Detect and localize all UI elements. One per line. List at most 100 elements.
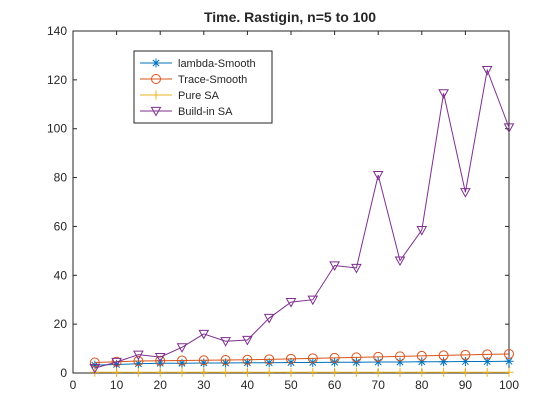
- y-tick-label: 140: [47, 24, 67, 38]
- data-point: [504, 367, 514, 377]
- data-point: [504, 348, 514, 359]
- data-point: [176, 343, 188, 353]
- data-point: [417, 367, 427, 377]
- data-point: [111, 357, 122, 368]
- data-point: [151, 74, 161, 84]
- data-point: [199, 367, 209, 377]
- y-tick-label: 0: [60, 366, 67, 380]
- data-point: [264, 354, 275, 365]
- data-point: [150, 106, 162, 117]
- data-point: [151, 90, 161, 100]
- series-lambda-smooth: [90, 356, 514, 370]
- series-pure-sa: [90, 367, 514, 377]
- data-point: [395, 357, 405, 367]
- legend-item: Build-in SA: [140, 106, 233, 118]
- data-point: [89, 357, 100, 368]
- x-tick-label: 100: [499, 378, 519, 392]
- data-point: [373, 367, 383, 377]
- data-point: [351, 367, 361, 377]
- data-point: [242, 354, 253, 365]
- series-trace-smooth: [89, 348, 514, 368]
- data-point: [394, 256, 406, 267]
- data-point: [351, 352, 362, 363]
- data-point: [198, 329, 210, 340]
- x-tick-label: 90: [459, 378, 473, 392]
- series-line: [94, 353, 510, 363]
- data-point: [177, 355, 187, 366]
- x-tick-label: 70: [372, 378, 386, 392]
- data-point: [330, 367, 340, 377]
- data-point: [133, 356, 144, 367]
- data-point: [438, 350, 449, 361]
- chart-title: Time. Rastigin, n=5 to 100: [204, 9, 376, 25]
- x-tick-label: 50: [284, 378, 298, 392]
- data-point: [416, 225, 428, 236]
- data-point: [133, 359, 143, 369]
- data-point: [503, 123, 515, 134]
- data-point: [133, 350, 144, 361]
- data-point: [286, 367, 296, 377]
- y-tick-label: 40: [54, 268, 68, 282]
- data-point: [307, 353, 318, 364]
- x-tick-label: 0: [70, 378, 77, 392]
- legend-label: Pure SA: [178, 90, 220, 102]
- data-point: [220, 355, 231, 366]
- x-tick-label: 10: [110, 378, 124, 392]
- data-point: [329, 261, 340, 272]
- data-point: [482, 367, 492, 377]
- data-point: [307, 295, 319, 306]
- data-point: [373, 357, 383, 367]
- data-point: [177, 367, 187, 377]
- data-point: [263, 313, 275, 324]
- data-point: [308, 367, 318, 377]
- data-point: [154, 353, 166, 363]
- data-point: [155, 355, 166, 366]
- legend-item: lambda-Smooth: [140, 58, 256, 70]
- data-point: [286, 353, 296, 364]
- legend-label: lambda-Smooth: [178, 58, 256, 70]
- y-tick-label: 100: [47, 122, 67, 136]
- x-tick-label: 60: [328, 378, 342, 392]
- x-tick-label: 40: [241, 378, 255, 392]
- data-point: [481, 65, 493, 76]
- data-point: [460, 349, 471, 360]
- data-point: [482, 357, 492, 367]
- data-point: [285, 298, 297, 308]
- data-point: [439, 367, 449, 377]
- x-tick-label: 80: [415, 378, 429, 392]
- y-tick-label: 80: [54, 171, 68, 185]
- data-point: [112, 367, 122, 377]
- data-point: [373, 351, 384, 362]
- x-tick-label: 30: [197, 378, 211, 392]
- legend-item: Pure SA: [140, 90, 220, 102]
- legend-label: Trace-Smooth: [178, 74, 247, 86]
- data-point: [151, 58, 161, 68]
- legend: lambda-Smooth Trace-Smooth Pure SA Build-in…: [133, 50, 273, 124]
- data-point: [242, 367, 252, 377]
- data-point: [220, 337, 231, 347]
- data-point: [155, 367, 165, 377]
- y-tick-label: 120: [47, 73, 67, 87]
- data-point: [198, 355, 209, 366]
- y-axis: 0 20 40 60 80 100 120 140: [47, 24, 509, 380]
- y-tick-label: 60: [54, 219, 68, 233]
- data-point: [133, 367, 143, 377]
- legend-label: Build-in SA: [178, 106, 233, 118]
- data-point: [89, 364, 101, 374]
- data-point: [416, 350, 427, 361]
- data-point: [177, 358, 187, 368]
- data-point: [438, 89, 449, 99]
- data-point: [460, 188, 471, 198]
- x-tick-label: 20: [154, 378, 168, 392]
- data-point: [482, 349, 493, 360]
- y-tick-label: 20: [54, 317, 68, 331]
- data-point: [395, 367, 405, 377]
- data-point: [221, 367, 231, 377]
- data-point: [460, 367, 470, 377]
- data-point: [372, 171, 384, 181]
- legend-item: Trace-Smooth: [140, 74, 247, 86]
- x-axis: 0 10 20 30 40 50 60 70 80 90 100: [70, 31, 519, 392]
- data-point: [264, 367, 274, 377]
- data-point: [351, 263, 362, 274]
